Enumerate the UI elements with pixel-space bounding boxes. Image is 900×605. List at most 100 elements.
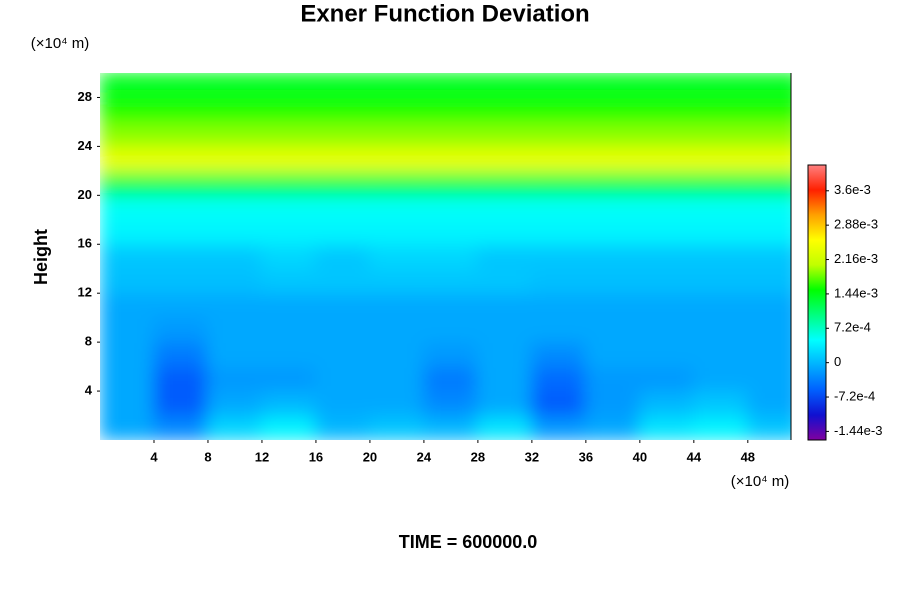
field-cell: [152, 145, 209, 172]
field-cell: [152, 267, 209, 295]
field-cell: [584, 365, 641, 393]
field-cell: [476, 145, 533, 172]
x-tick-label: 24: [417, 449, 432, 464]
field-cell: [638, 194, 695, 221]
colorbar-tick-label: 1.44e-3: [834, 285, 878, 300]
field-cell: [746, 145, 791, 172]
x-unit-label: (×10⁴ m): [731, 473, 790, 490]
field-cell: [314, 267, 371, 295]
field-cell: [206, 414, 263, 440]
field-cell: [584, 194, 641, 221]
field-cell: [206, 169, 263, 197]
field-cell: [746, 73, 791, 99]
field-cell: [368, 120, 425, 148]
field-cell: [584, 292, 641, 319]
field-cell: [476, 365, 533, 393]
field-cell: [368, 365, 425, 393]
field-cell: [152, 169, 209, 197]
field-cell: [100, 145, 155, 172]
field-cell: [314, 341, 371, 368]
field-cell: [152, 243, 209, 270]
field-cell: [314, 218, 371, 246]
field-cell: [152, 414, 209, 440]
field-cell: [584, 341, 641, 368]
field-cell: [638, 292, 695, 319]
field-cell: [746, 390, 791, 417]
field-cell: [314, 316, 371, 344]
field-cell: [530, 194, 587, 221]
field-cell: [746, 218, 791, 246]
field-cell: [746, 292, 791, 319]
field-cell: [638, 316, 695, 344]
field-cell: [584, 120, 641, 148]
time-annotation: TIME = 600000.0: [399, 532, 538, 552]
field-cell: [260, 145, 317, 172]
field-cell: [152, 96, 209, 123]
field-cell: [692, 390, 749, 417]
field-cell: [530, 365, 587, 393]
field-cell: [584, 145, 641, 172]
field-cell: [206, 218, 263, 246]
field-cell: [368, 390, 425, 417]
field-cell: [260, 120, 317, 148]
field-cell: [368, 267, 425, 295]
y-tick-label: 28: [78, 89, 92, 104]
field-cell: [530, 218, 587, 246]
x-tick-label: 28: [471, 449, 485, 464]
field-cell: [476, 243, 533, 270]
field-cell: [422, 96, 479, 123]
field-cell: [100, 292, 155, 319]
field-cell: [638, 390, 695, 417]
x-tick-label: 40: [633, 449, 647, 464]
field-cell: [746, 194, 791, 221]
field-cell: [584, 390, 641, 417]
field-cell: [638, 169, 695, 197]
field-cell: [476, 194, 533, 221]
field-cell: [100, 194, 155, 221]
x-tick-label: 16: [309, 449, 323, 464]
field-cell: [260, 267, 317, 295]
field-cell: [746, 414, 791, 440]
field-cell: [260, 341, 317, 368]
field-cell: [100, 73, 155, 99]
field-cell: [368, 243, 425, 270]
field-cell: [368, 292, 425, 319]
chart-title: Exner Function Deviation: [300, 0, 589, 27]
y-axis-label: Height: [31, 229, 51, 285]
x-tick-label: 20: [363, 449, 377, 464]
field-cell: [314, 390, 371, 417]
field-cell: [530, 145, 587, 172]
field-cell: [692, 73, 749, 99]
field-cell: [260, 414, 317, 440]
y-tick-label: 16: [78, 236, 92, 251]
field-cell: [368, 194, 425, 221]
colorbar-tick-label: -1.44e-3: [834, 423, 882, 438]
colorbar-tick-label: -7.2e-4: [834, 388, 875, 403]
field-cell: [422, 120, 479, 148]
field-cell: [422, 169, 479, 197]
field-cell: [638, 414, 695, 440]
field-cell: [152, 365, 209, 393]
field-cell: [638, 145, 695, 172]
axes: 4 8 12 16 20 24 28 32 36 40 44 48481216202428-1.44e…: [78, 89, 883, 465]
field-cell: [476, 341, 533, 368]
field-cell: [530, 73, 587, 99]
field-cell: [476, 414, 533, 440]
field-cell: [368, 414, 425, 440]
field-cell: [692, 267, 749, 295]
field-cell: [100, 365, 155, 393]
field-cell: [422, 365, 479, 393]
field-cell: [314, 96, 371, 123]
field-cell: [260, 243, 317, 270]
field-cell: [100, 390, 155, 417]
y-tick-label: 20: [78, 187, 92, 202]
field-cell: [584, 243, 641, 270]
field-cell: [152, 390, 209, 417]
field-cell: [206, 292, 263, 319]
field-cell: [368, 73, 425, 99]
field-cell: [100, 218, 155, 246]
field-cell: [422, 316, 479, 344]
field-cell: [368, 169, 425, 197]
x-tick-label: 32: [525, 449, 539, 464]
field-cell: [692, 194, 749, 221]
